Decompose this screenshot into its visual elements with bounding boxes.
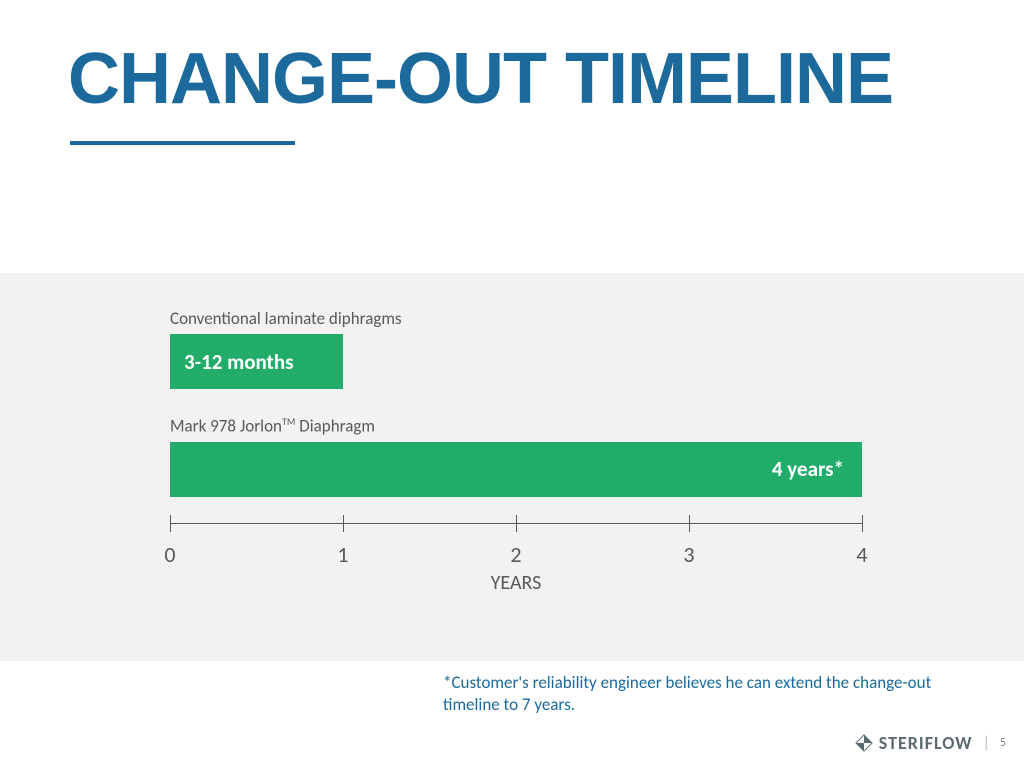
footer-divider: | [983,734,990,753]
bar1-label: Conventional laminate diphragms [170,308,862,329]
steriflow-logo-icon [855,734,873,752]
bar1: 3-12 months [170,334,343,389]
bar2-text: 4 years* [772,456,844,482]
bar1-text: 3-12 months [184,349,293,375]
axis-tick-label: 0 [164,541,175,568]
brand-name: STERIFLOW [879,732,973,754]
axis-tick [170,515,171,532]
page-title: CHANGE-OUT TIMELINE [68,45,1024,113]
axis-tick-label: 1 [337,541,348,568]
title-underline [70,141,295,145]
footer: STERIFLOW | 5 [855,732,1006,754]
bar2: 4 years* [170,442,862,497]
axis-tick [516,515,517,532]
timeline-chart: Conventional laminate diphragms 3-12 mon… [170,308,862,585]
axis-tick-label: 3 [683,541,694,568]
x-axis: 01234YEARS [170,515,862,585]
bar2-label: Mark 978 JorlonTM Diaphragm [170,415,862,437]
axis-tick-label: 4 [856,541,867,568]
page-number: 5 [1000,736,1006,750]
axis-title: YEARS [491,571,542,595]
axis-tick [343,515,344,532]
axis-tick-label: 2 [510,541,521,568]
footnote: *Customer's reliability engineer believe… [443,672,933,716]
axis-tick [862,515,863,532]
axis-tick [689,515,690,532]
